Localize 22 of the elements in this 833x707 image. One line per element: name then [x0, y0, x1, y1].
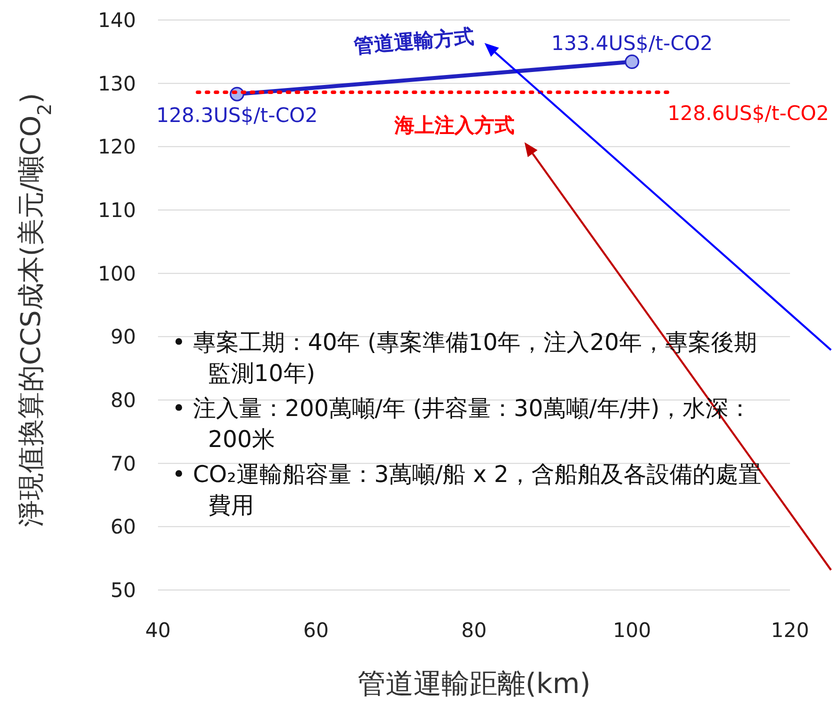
series-label: 海上注入方式 [394, 113, 514, 138]
x-tick-label: 40 [145, 618, 171, 642]
y-tick-label: 110 [98, 198, 136, 222]
y-tick-label: 100 [98, 261, 136, 286]
y-tick-label: 130 [98, 71, 136, 96]
annotation: • CO₂運輸船容量：3萬噸/船 x 2，含船舶及各設備的處置費用 [172, 461, 763, 521]
x-tick-label: 80 [461, 618, 487, 642]
y-tick-label: 60 [110, 514, 136, 539]
x-tick-label: 120 [770, 618, 810, 642]
y-tick-label: 80 [110, 388, 136, 412]
x-tick-label: 100 [612, 618, 652, 642]
x-tick-label: 60 [303, 618, 329, 642]
series-label: 管道運輸方式 [352, 24, 475, 58]
y-tick-label: 50 [110, 578, 136, 602]
data-label: 128.3US$/t-CO2 [156, 103, 318, 128]
data-label: 133.4US$/t-CO2 [551, 30, 713, 55]
y-tick-label: 90 [110, 324, 136, 349]
x-axis-title: 管道運輸距離(km) [357, 667, 591, 700]
y-tick-label: 70 [110, 451, 136, 476]
y-tick-label: 140 [98, 8, 136, 32]
y-tick-label: 120 [98, 134, 136, 159]
data-label: 128.6US$/t-CO2 [667, 101, 829, 126]
